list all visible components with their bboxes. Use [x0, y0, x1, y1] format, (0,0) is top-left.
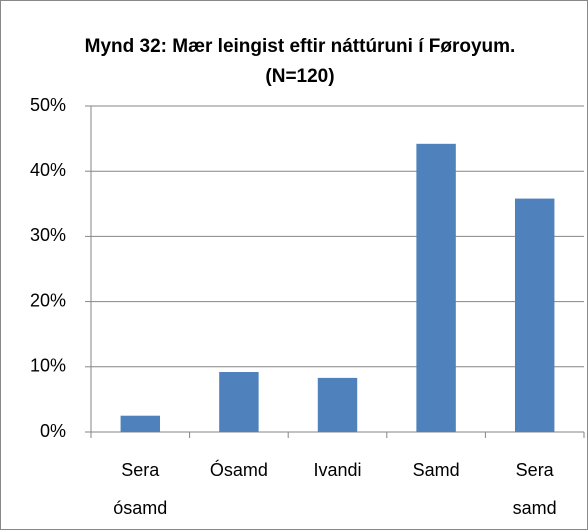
- y-tick-label: 20%: [30, 290, 66, 310]
- chart-title: Mynd 32: Mær leingist eftir náttúruni í …: [84, 36, 516, 87]
- x-tick-label: Sera ósamd: [113, 460, 168, 518]
- x-tick-label: Samd: [412, 460, 460, 480]
- bar: [317, 377, 358, 432]
- x-tick-label: Ivandi: [313, 460, 362, 480]
- y-tick-label: 30%: [30, 225, 66, 245]
- bar: [514, 198, 555, 432]
- x-tick-label: Sera samd: [512, 460, 557, 518]
- y-tick-label: 0%: [40, 421, 66, 441]
- y-tick-label: 50%: [30, 95, 66, 115]
- y-tick-label: 10%: [30, 356, 66, 376]
- bar: [219, 372, 259, 432]
- y-tick-label: 40%: [30, 160, 66, 180]
- bar: [120, 415, 161, 432]
- bar: [416, 143, 456, 433]
- x-tick-label: Ósamd: [209, 460, 268, 480]
